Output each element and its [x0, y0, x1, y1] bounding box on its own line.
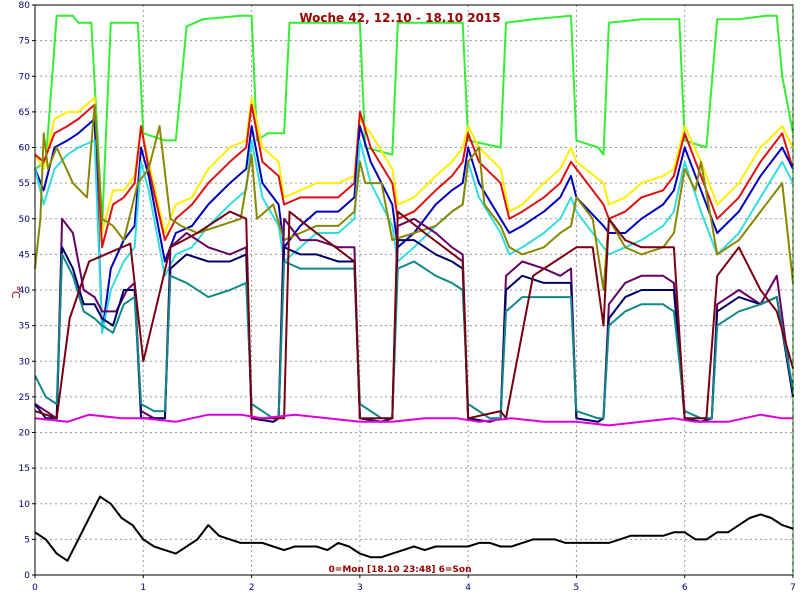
x-tick-label: 5 [574, 583, 580, 593]
series-line-11 [34, 413, 793, 427]
y-tick-label: 80 [19, 1, 31, 11]
y-tick-label: 15 [19, 464, 30, 474]
x-tick-label: 0 [32, 583, 38, 593]
x-tick-label: 4 [465, 583, 471, 593]
x-tick-label: 7 [790, 583, 796, 593]
y-tick-label: 50 [19, 215, 31, 225]
series-lines [34, 14, 794, 562]
y-tick-label: 70 [19, 72, 31, 82]
chart-footer: 0=Mon [18.10 23:48] 6=Son [329, 565, 472, 575]
y-tick-label: 55 [19, 179, 30, 189]
y-tick-label: 30 [19, 357, 31, 367]
series-line-6 [34, 103, 794, 291]
series-line-1 [34, 14, 794, 227]
x-tick-label: 3 [357, 583, 363, 593]
y-tick-label: 0 [24, 571, 30, 581]
y-tick-label: 60 [19, 144, 31, 154]
x-tick-label: 2 [249, 583, 255, 593]
series-line-5 [34, 139, 794, 334]
x-axis-ticks: 0 1 2 3 4 5 6 7 [32, 575, 796, 593]
y-tick-label: 40 [19, 286, 31, 296]
y-tick-label: 10 [19, 500, 31, 510]
y-tick-label: 20 [19, 429, 31, 439]
x-tick-label: 6 [682, 583, 688, 593]
series-line-3 [34, 103, 794, 249]
chart-title: Woche 42, 12.10 - 18.10 2015 [299, 11, 500, 25]
grid [35, 5, 793, 575]
y-tick-label: 45 [19, 250, 30, 260]
series-line-12 [34, 495, 794, 562]
y-tick-label: 25 [19, 393, 30, 403]
y-tick-label: 75 [19, 37, 30, 47]
y-tick-label: 35 [19, 322, 30, 332]
y-tick-label: 65 [19, 108, 30, 118]
y-axis-label: °C [9, 285, 22, 299]
x-tick-label: 1 [140, 583, 146, 593]
series-line-10 [34, 210, 794, 420]
y-axis-ticks: 0 5 10 15 20 25 30 35 40 45 50 55 60 65 70 75 80 [19, 1, 35, 581]
y-tick-label: 5 [24, 535, 30, 545]
